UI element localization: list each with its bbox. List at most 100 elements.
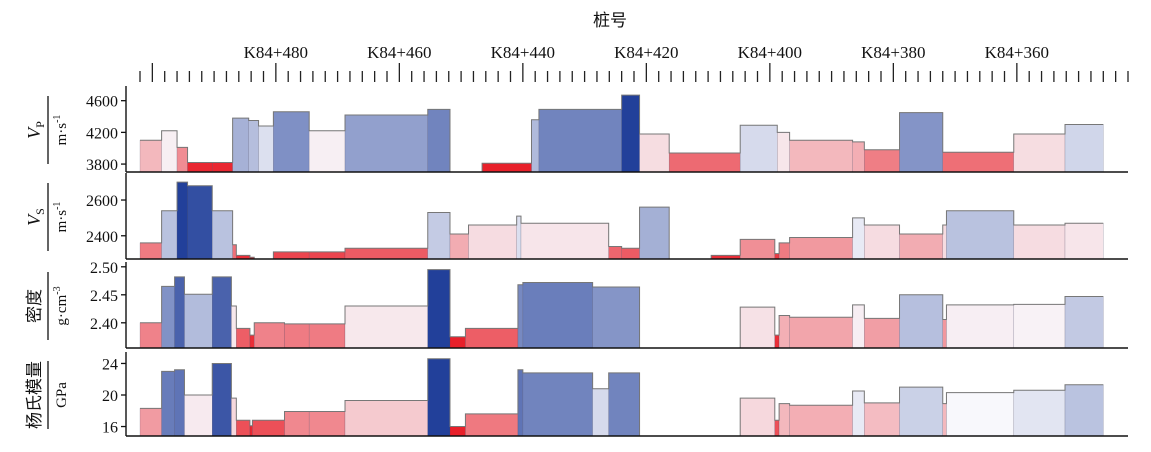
bar — [864, 149, 900, 173]
bar — [899, 386, 944, 437]
bar — [1064, 384, 1104, 437]
bar — [668, 152, 741, 173]
bar — [427, 269, 451, 349]
bar — [621, 248, 640, 260]
bar — [516, 215, 522, 260]
bar — [864, 224, 900, 260]
bar — [449, 336, 466, 349]
bar — [427, 109, 451, 173]
bar — [1064, 124, 1104, 173]
bar — [852, 141, 865, 173]
bar — [789, 140, 853, 173]
bar — [161, 130, 178, 173]
bar — [176, 181, 188, 260]
ylabel-name: 密度 — [25, 289, 45, 323]
bar — [211, 363, 232, 437]
bar — [308, 411, 346, 437]
x-tick-label: K84+360 — [985, 43, 1049, 62]
bar — [184, 394, 213, 437]
y-tick-label: 4600 — [86, 94, 118, 111]
bar — [465, 328, 519, 349]
bar — [942, 224, 947, 260]
y-tick-label: 20 — [102, 388, 118, 405]
y-tick-label: 2400 — [86, 229, 118, 246]
bar — [481, 163, 532, 173]
bar — [774, 253, 780, 260]
bar — [176, 147, 188, 173]
bar — [231, 397, 237, 437]
bar — [538, 109, 622, 173]
bar — [139, 140, 162, 173]
bar — [344, 400, 429, 437]
bar — [1013, 304, 1066, 349]
panel-1: 3800 4200 4600 VP m·s-1 — [24, 86, 1128, 174]
bar — [517, 284, 524, 349]
bar — [284, 411, 310, 437]
bar — [253, 322, 285, 349]
bar — [899, 233, 944, 260]
bar — [899, 112, 944, 173]
y-tick-label: 24 — [102, 356, 118, 373]
bar — [522, 282, 593, 349]
bar — [139, 408, 162, 437]
bar — [942, 319, 947, 349]
x-tick-label: K84+400 — [738, 43, 802, 62]
bar — [232, 117, 249, 173]
bar — [232, 244, 237, 260]
bar — [1064, 296, 1104, 349]
bar — [187, 185, 213, 260]
bar — [249, 334, 255, 349]
y-axis-label: VS m·s-1 — [24, 183, 70, 251]
bar — [942, 151, 1015, 173]
x-tick-label: K84+380 — [861, 43, 925, 62]
bar — [592, 388, 609, 437]
bar — [273, 111, 310, 173]
bar — [427, 358, 451, 437]
panel-3: 2.40 2.45 2.50 密度 g·cm-3 — [25, 260, 1128, 349]
top-axis-labels: K84+480 K84+460 K84+440 K84+420 K84+400 K84+3… — [244, 43, 1049, 62]
y-tick-label: 16 — [102, 420, 118, 437]
bar — [517, 369, 524, 437]
bar — [774, 334, 780, 349]
bar — [789, 405, 853, 437]
bar — [449, 233, 469, 260]
bar — [852, 304, 865, 349]
bar — [522, 372, 593, 437]
bar — [639, 206, 670, 260]
bar — [211, 210, 233, 260]
ylabel-unit: m·s-1 — [52, 202, 70, 233]
bar — [778, 403, 790, 437]
chart-title: 桩号 — [593, 11, 627, 31]
bar — [236, 419, 251, 437]
bar — [739, 124, 778, 173]
bar — [778, 315, 790, 349]
bar — [774, 419, 780, 437]
bar — [778, 242, 790, 260]
bar — [273, 251, 310, 260]
bar — [174, 369, 185, 437]
panel-4: 16 20 24 杨氏模量 GPa — [25, 352, 1128, 437]
value-outline — [140, 358, 1104, 437]
bar — [344, 305, 429, 349]
bar — [942, 403, 947, 437]
y-tick-label: 2.50 — [90, 260, 118, 277]
bar — [639, 133, 670, 173]
bar — [739, 306, 776, 349]
y-tick-label: 2600 — [86, 193, 118, 210]
bar — [184, 293, 213, 349]
bar — [608, 246, 622, 260]
x-tick-label: K84+420 — [614, 43, 678, 62]
bar — [739, 239, 776, 260]
bar — [308, 323, 346, 349]
bar — [161, 210, 178, 260]
bar — [468, 224, 517, 260]
bar — [852, 390, 865, 437]
y-axis-label: 密度 g·cm-3 — [25, 272, 70, 340]
x-tick-label: K84+440 — [491, 43, 555, 62]
bar — [449, 426, 466, 437]
ylabel-unit: GPa — [54, 382, 70, 408]
ylabel-unit: m·s-1 — [52, 115, 70, 146]
bar — [777, 132, 790, 173]
bar — [946, 304, 1015, 349]
bar — [236, 328, 251, 349]
